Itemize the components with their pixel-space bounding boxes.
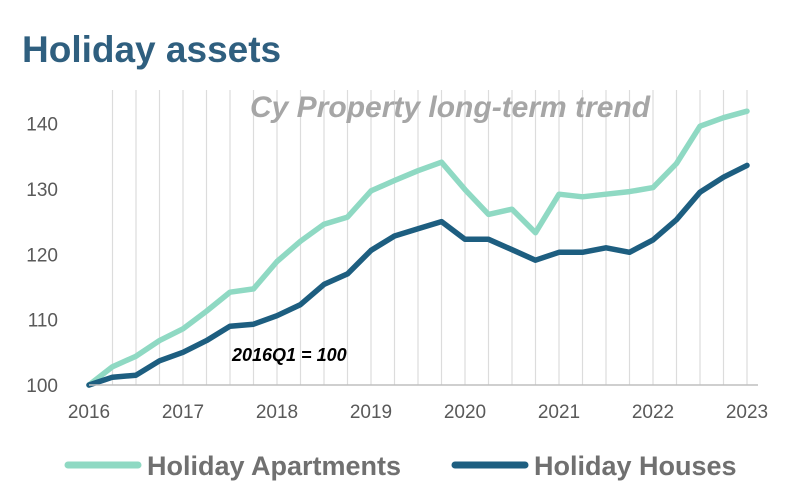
x-tick-label: 2017 xyxy=(162,402,204,423)
chart-subtitle: Cy Property long-term trend xyxy=(250,91,651,124)
x-tick-label: 2023 xyxy=(726,402,768,423)
x-tick-label: 2020 xyxy=(444,402,486,423)
y-tick-label: 100 xyxy=(26,376,58,397)
chart-title: Holiday assets xyxy=(22,29,281,70)
series-line-holiday-apartments xyxy=(86,108,750,388)
y-tick-label: 110 xyxy=(28,311,58,332)
legend: Holiday Apartments Holiday Houses xyxy=(64,451,737,481)
x-tick-label: 2019 xyxy=(350,402,392,423)
series-line-holiday-houses xyxy=(86,162,750,388)
base-annotation: 2016Q1 = 100 xyxy=(231,345,347,365)
y-tick-label: 140 xyxy=(26,115,58,136)
y-tick-label: 130 xyxy=(26,180,58,201)
legend-label-holiday-houses: Holiday Houses xyxy=(534,451,737,481)
x-tick-label: 2021 xyxy=(538,402,580,423)
y-tick-label: 120 xyxy=(26,245,58,266)
x-tick-label: 2018 xyxy=(256,402,298,423)
x-tick-label: 2016 xyxy=(68,402,110,423)
x-tick-label: 2022 xyxy=(632,402,674,423)
legend-label-holiday-apartments: Holiday Apartments xyxy=(147,451,401,481)
